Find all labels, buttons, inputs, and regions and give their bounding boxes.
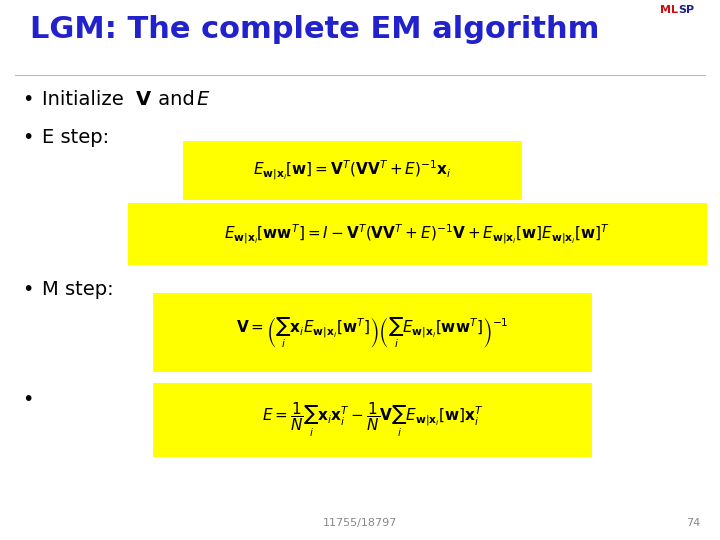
Text: $\mathbf{V} = \left(\sum_i \mathbf{x}_i E_{\mathbf{w}|\mathbf{x}_i}[\mathbf{w}^T: $\mathbf{V} = \left(\sum_i \mathbf{x}_i … (236, 315, 509, 350)
Text: M step:: M step: (42, 280, 114, 299)
Text: •: • (22, 128, 33, 147)
FancyBboxPatch shape (128, 203, 707, 265)
Text: •: • (22, 90, 33, 109)
Text: $E_{\mathbf{w}|\mathbf{x}_i}[\mathbf{w}\mathbf{w}^T] = I - \mathbf{V}^T(\mathbf{: $E_{\mathbf{w}|\mathbf{x}_i}[\mathbf{w}\… (225, 222, 611, 246)
Text: •: • (22, 280, 33, 299)
FancyBboxPatch shape (153, 383, 592, 457)
Text: 74: 74 (685, 518, 700, 528)
Text: $E_{\mathbf{w}|\mathbf{x}_i}[\mathbf{w}] = \mathbf{V}^T(\mathbf{V}\mathbf{V}^T +: $E_{\mathbf{w}|\mathbf{x}_i}[\mathbf{w}]… (253, 159, 452, 183)
Text: and: and (152, 90, 201, 109)
Text: ML: ML (660, 5, 678, 15)
Text: $E$: $E$ (196, 90, 210, 109)
Text: $\mathbf{V}$: $\mathbf{V}$ (135, 90, 152, 109)
FancyBboxPatch shape (153, 293, 592, 372)
Text: E step:: E step: (42, 128, 109, 147)
Text: •: • (22, 390, 33, 409)
Text: LGM: The complete EM algorithm: LGM: The complete EM algorithm (30, 15, 599, 44)
Text: Initialize: Initialize (42, 90, 130, 109)
FancyBboxPatch shape (183, 141, 522, 200)
Text: SP: SP (678, 5, 694, 15)
Text: $E = \dfrac{1}{N}\sum_i \mathbf{x}_i\mathbf{x}_i^T - \dfrac{1}{N}\mathbf{V}\sum_: $E = \dfrac{1}{N}\sum_i \mathbf{x}_i\mat… (261, 401, 483, 439)
Text: 11755/18797: 11755/18797 (323, 518, 397, 528)
